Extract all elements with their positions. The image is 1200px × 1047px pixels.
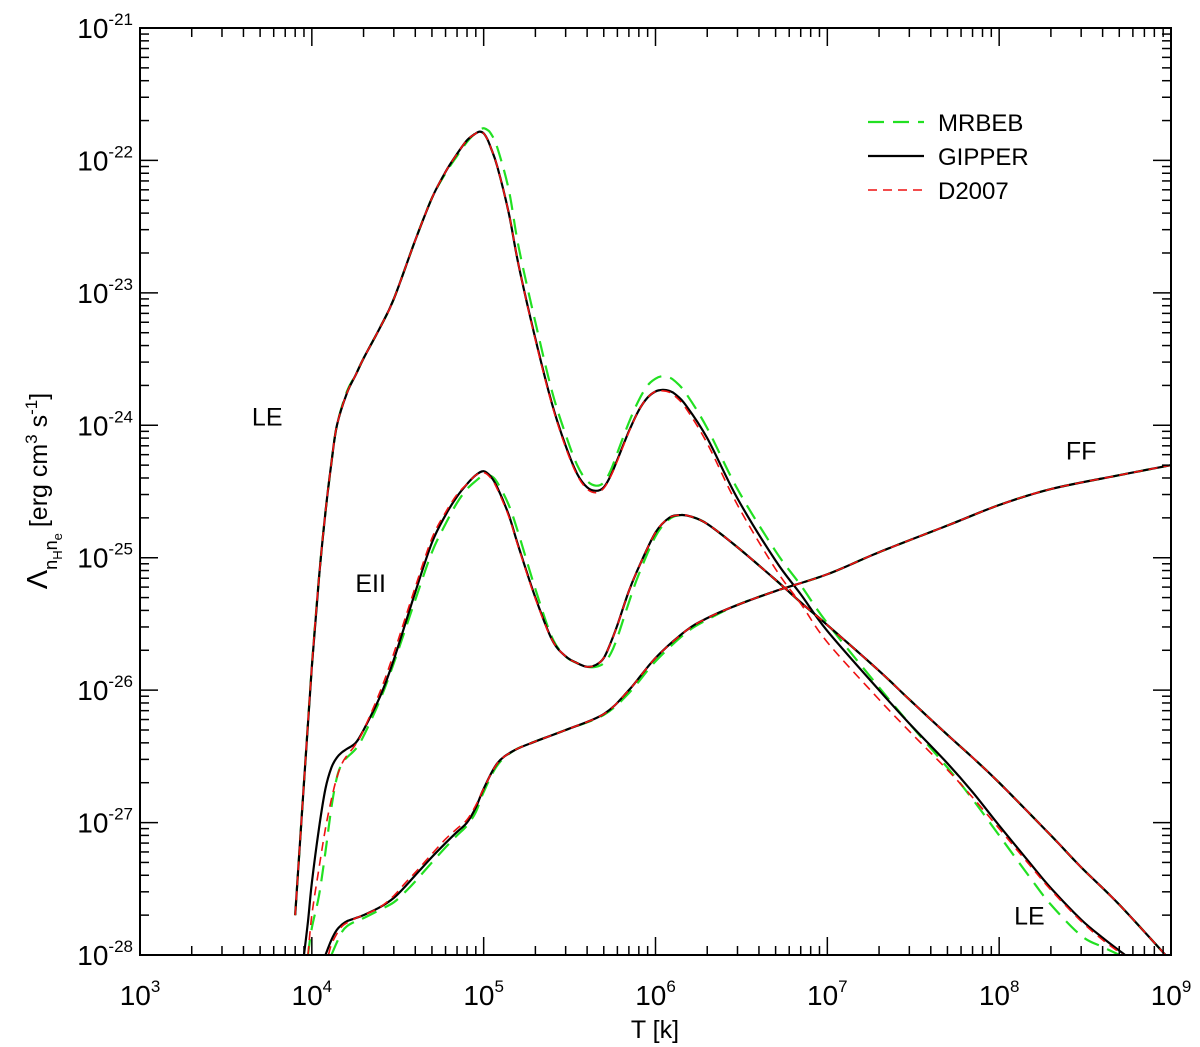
curve-label-eii: EII bbox=[355, 570, 386, 598]
legend-label-gipper: GIPPER bbox=[938, 144, 1029, 171]
svg-text:ΛnHne[erg cm3 s-1]: ΛnHne[erg cm3 s-1] bbox=[22, 393, 65, 589]
curve-label-ff: FF bbox=[1066, 438, 1097, 466]
axis-tick-labels: 103 104 105 106 107 108 109 10-28 10-27 10-26 10-2… bbox=[77, 10, 1191, 1011]
x-tick-label: 103 bbox=[120, 977, 161, 1011]
legend-label-d2007: D2007 bbox=[938, 178, 1009, 205]
x-tick-label: 107 bbox=[807, 977, 848, 1011]
y-tick-label: 10-22 bbox=[77, 142, 133, 176]
y-tick-label: 10-25 bbox=[77, 540, 133, 574]
legend-label-mrbeb: MRBEB bbox=[938, 110, 1023, 137]
y-tick-label: 10-26 bbox=[77, 672, 133, 706]
series-line-ff-d2007 bbox=[327, 464, 1171, 955]
legend: MRBEB GIPPER D2007 bbox=[868, 110, 1029, 205]
series-line-le-d2007 bbox=[294, 130, 1125, 955]
x-tick-label: 106 bbox=[635, 977, 676, 1011]
x-tick-label: 109 bbox=[1151, 977, 1192, 1011]
series-line-le-gipper bbox=[294, 130, 1127, 955]
series-line-le-mrbeb bbox=[294, 127, 1122, 955]
curve-label-le: LE bbox=[252, 403, 283, 431]
curve-labels: LE EII FF LE bbox=[252, 403, 1097, 930]
series-line-eii-d2007 bbox=[307, 471, 1167, 955]
y-tick-label: 10-24 bbox=[77, 407, 133, 441]
y-tick-label: 10-28 bbox=[77, 937, 133, 971]
x-axis-title: T [k] bbox=[631, 1016, 679, 1044]
x-tick-label: 105 bbox=[463, 977, 504, 1011]
y-tick-label: 10-27 bbox=[77, 805, 133, 839]
curve-label-le: LE bbox=[1014, 902, 1045, 930]
y-tick-label: 10-21 bbox=[77, 10, 133, 44]
y-axis-title: ΛnHne[erg cm3 s-1] bbox=[22, 393, 65, 589]
series-group bbox=[294, 127, 1171, 955]
x-tick-label: 104 bbox=[292, 977, 333, 1011]
axis-ticks bbox=[139, 27, 1172, 956]
x-tick-label: 108 bbox=[979, 977, 1020, 1011]
y-tick-label: 10-23 bbox=[77, 275, 133, 309]
